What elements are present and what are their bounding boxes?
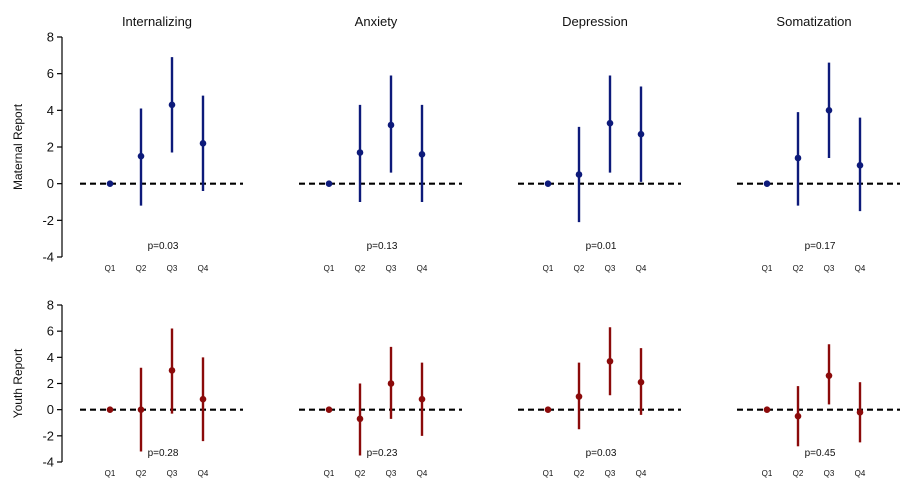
p-value-label: p=0.13 <box>367 241 398 252</box>
y-tick-label: 0 <box>47 402 54 417</box>
x-tick-label: Q1 <box>105 469 116 478</box>
data-point <box>763 180 771 187</box>
data-point <box>856 162 864 169</box>
x-tick-label: Q1 <box>543 469 554 478</box>
data-point <box>325 406 333 413</box>
y-tick-label: 6 <box>47 324 54 339</box>
y-tick-label: 2 <box>47 140 54 155</box>
data-point <box>199 140 207 147</box>
data-point <box>137 152 145 160</box>
x-tick-label: Q1 <box>324 469 335 478</box>
x-tick-label: Q2 <box>355 469 366 478</box>
x-tick-label: Q3 <box>167 469 178 478</box>
x-tick-label: Q3 <box>386 264 397 273</box>
data-point <box>637 378 645 386</box>
x-tick-label: Q4 <box>198 264 209 273</box>
data-point <box>106 180 114 187</box>
data-point <box>356 415 364 423</box>
x-tick-label: Q1 <box>105 264 116 273</box>
data-point <box>168 367 176 374</box>
data-point <box>794 412 802 420</box>
p-value-label: p=0.28 <box>148 448 179 459</box>
y-tick-label: 2 <box>47 376 54 391</box>
x-tick-label: Q3 <box>167 264 178 273</box>
data-point <box>825 107 833 114</box>
data-point <box>387 380 395 387</box>
x-tick-label: Q2 <box>355 264 366 273</box>
data-point <box>606 119 614 127</box>
x-tick-label: Q4 <box>855 264 866 273</box>
y-tick-label: 8 <box>47 298 54 313</box>
x-tick-label: Q2 <box>574 469 585 478</box>
x-tick-label: Q4 <box>198 469 209 478</box>
y-tick-label: 4 <box>47 103 54 118</box>
x-tick-label: Q4 <box>636 264 647 273</box>
y-tick-label: -2 <box>42 428 54 443</box>
data-point <box>199 395 207 403</box>
data-point <box>106 406 114 413</box>
x-tick-label: Q3 <box>605 264 616 273</box>
x-tick-label: Q1 <box>543 264 554 273</box>
data-point <box>387 121 395 129</box>
p-value-label: p=0.03 <box>586 448 617 459</box>
p-value-label: p=0.01 <box>586 241 617 252</box>
x-tick-label: Q1 <box>762 469 773 478</box>
y-tick-label: 0 <box>47 176 54 191</box>
data-point <box>418 395 426 403</box>
y-tick-label: -2 <box>42 213 54 228</box>
data-point <box>856 408 864 416</box>
data-point <box>825 372 833 379</box>
x-tick-label: Q2 <box>136 469 147 478</box>
x-tick-label: Q1 <box>762 264 773 273</box>
x-tick-label: Q2 <box>574 264 585 273</box>
panel-title: Internalizing <box>122 14 192 29</box>
data-point <box>637 130 645 138</box>
p-value-label: p=0.03 <box>148 241 179 252</box>
x-tick-label: Q3 <box>824 264 835 273</box>
panel-title: Anxiety <box>355 14 398 29</box>
panel-title: Depression <box>562 14 628 29</box>
x-tick-label: Q3 <box>605 469 616 478</box>
x-tick-label: Q3 <box>386 469 397 478</box>
p-value-label: p=0.45 <box>805 448 836 459</box>
data-point <box>544 180 552 187</box>
data-point <box>606 357 614 365</box>
data-point <box>544 406 552 413</box>
data-point <box>794 154 802 162</box>
data-point <box>137 406 145 413</box>
data-point <box>575 171 583 178</box>
y-tick-label: 6 <box>47 66 54 81</box>
x-tick-label: Q4 <box>636 469 647 478</box>
panel-title: Somatization <box>776 14 851 29</box>
x-tick-label: Q3 <box>824 469 835 478</box>
row-label: Maternal Report <box>11 103 25 190</box>
x-tick-label: Q4 <box>417 469 428 478</box>
y-tick-label: -4 <box>42 250 54 265</box>
y-tick-label: 8 <box>47 30 54 45</box>
p-value-label: p=0.23 <box>367 448 398 459</box>
x-tick-label: Q2 <box>793 469 804 478</box>
p-value-label: p=0.17 <box>805 241 836 252</box>
row-label: Youth Report <box>11 348 25 418</box>
x-tick-label: Q1 <box>324 264 335 273</box>
data-point <box>356 149 364 156</box>
data-point <box>168 101 176 109</box>
data-point <box>325 180 333 187</box>
x-tick-label: Q2 <box>793 264 804 273</box>
x-tick-label: Q4 <box>855 469 866 478</box>
y-tick-label: 4 <box>47 350 54 365</box>
x-tick-label: Q2 <box>136 264 147 273</box>
data-point <box>418 151 426 158</box>
y-tick-label: -4 <box>42 455 54 470</box>
x-tick-label: Q4 <box>417 264 428 273</box>
data-point <box>763 406 771 413</box>
data-point <box>575 393 583 400</box>
